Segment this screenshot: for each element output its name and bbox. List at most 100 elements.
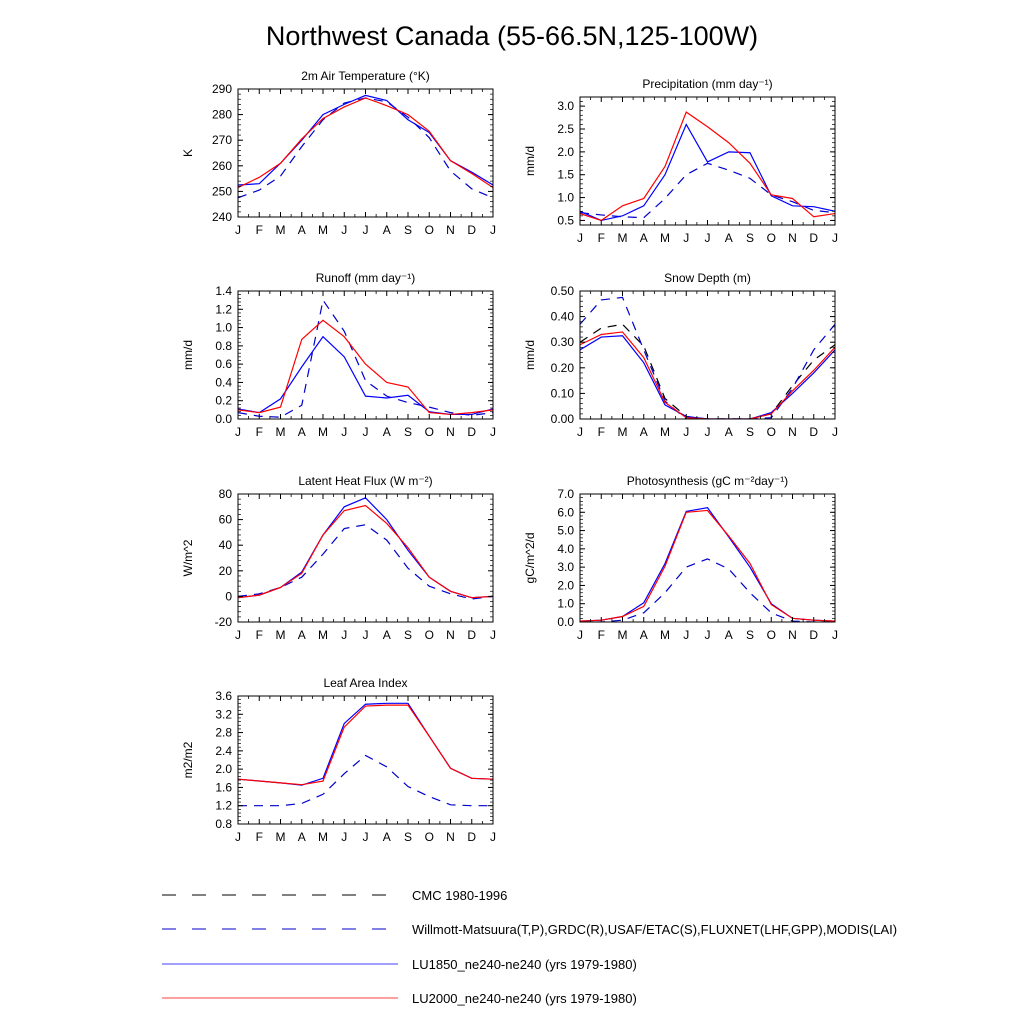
x-tick-label: J bbox=[341, 830, 347, 844]
x-tick-label: M bbox=[276, 223, 286, 237]
y-tick-label: 3.0 bbox=[557, 99, 574, 113]
chart-panel-1: 2m Air Temperature (°K)J F M A M J J A S O N D J2402… bbox=[181, 69, 496, 237]
legend-label-4: LU2000_ne240-ne240 (yrs 1979-1980) bbox=[412, 991, 637, 1006]
x-tick-label: O bbox=[767, 628, 776, 642]
series-line-lu1850 bbox=[238, 335, 493, 416]
panel-title: Snow Depth (m) bbox=[664, 271, 751, 285]
x-tick-label: J bbox=[363, 628, 369, 642]
y-axis-label: K bbox=[181, 149, 195, 157]
series-line-obs_blue bbox=[238, 298, 493, 418]
y-tick-label: 0.5 bbox=[557, 213, 574, 227]
x-tick-label: M bbox=[660, 628, 670, 642]
x-tick-label: N bbox=[446, 223, 455, 237]
series-line-lu2000 bbox=[580, 509, 835, 622]
y-tick-label: 20 bbox=[219, 564, 233, 578]
x-tick-label: A bbox=[383, 830, 391, 844]
x-tick-label: J bbox=[683, 425, 689, 439]
x-tick-label: J bbox=[832, 425, 838, 439]
x-tick-label: A bbox=[298, 830, 306, 844]
series-line-lu1850 bbox=[580, 335, 835, 419]
panel-title: 2m Air Temperature (°K) bbox=[301, 69, 430, 83]
plot-frame bbox=[237, 290, 494, 420]
y-axis-label: m2/m2 bbox=[181, 741, 195, 778]
x-tick-label: D bbox=[467, 223, 476, 237]
x-tick-label: N bbox=[788, 425, 797, 439]
x-tick-label: J bbox=[490, 830, 496, 844]
x-tick-label: J bbox=[235, 223, 241, 237]
x-tick-label: J bbox=[705, 425, 711, 439]
series-line-obs_blue bbox=[238, 97, 493, 199]
y-axis-label: W/m^2 bbox=[181, 539, 195, 576]
y-tick-label: 1.2 bbox=[215, 302, 232, 316]
x-tick-label: M bbox=[618, 628, 628, 642]
chart-panel-2: Precipitation (mm day⁻¹)J F M A M J J A S O N D J0.5… bbox=[523, 77, 838, 245]
panel-title: Leaf Area Index bbox=[323, 676, 407, 690]
y-tick-label: 40 bbox=[219, 538, 233, 552]
y-tick-label: 0.20 bbox=[551, 361, 575, 375]
x-tick-label: A bbox=[298, 425, 306, 439]
series-line-obs_blue bbox=[580, 558, 835, 622]
series-line-lu2000 bbox=[580, 331, 835, 419]
x-tick-label: M bbox=[660, 425, 670, 439]
x-tick-label: A bbox=[640, 231, 648, 245]
series-line-lu2000 bbox=[238, 319, 493, 416]
x-tick-label: D bbox=[467, 628, 476, 642]
x-tick-label: J bbox=[341, 425, 347, 439]
y-tick-label: 0.00 bbox=[551, 412, 575, 426]
x-tick-label: M bbox=[318, 830, 328, 844]
x-tick-label: F bbox=[598, 231, 605, 245]
figure-title: Northwest Canada (55-66.5N,125-100W) bbox=[266, 21, 758, 51]
x-tick-label: A bbox=[640, 628, 648, 642]
x-tick-label: S bbox=[404, 425, 412, 439]
x-tick-label: O bbox=[425, 425, 434, 439]
x-tick-label: J bbox=[341, 628, 347, 642]
x-tick-label: J bbox=[832, 231, 838, 245]
y-tick-label: 1.0 bbox=[215, 321, 232, 335]
x-tick-label: J bbox=[490, 223, 496, 237]
x-tick-label: D bbox=[809, 425, 818, 439]
x-tick-label: J bbox=[363, 425, 369, 439]
y-tick-label: 260 bbox=[212, 159, 232, 173]
y-tick-label: 0.8 bbox=[215, 817, 232, 831]
series-line-lu2000 bbox=[238, 504, 493, 599]
y-tick-label: 7.0 bbox=[557, 487, 574, 501]
y-tick-label: 0.50 bbox=[551, 284, 575, 298]
x-tick-label: M bbox=[318, 425, 328, 439]
x-tick-label: J bbox=[683, 628, 689, 642]
series-line-lu1850 bbox=[580, 507, 835, 622]
y-tick-label: 270 bbox=[212, 133, 232, 147]
x-tick-label: F bbox=[256, 223, 263, 237]
plot-frame bbox=[237, 493, 494, 623]
panel-title: Runoff (mm day⁻¹) bbox=[316, 271, 415, 285]
panel-title: Photosynthesis (gC m⁻²day⁻¹) bbox=[627, 474, 788, 488]
x-tick-label: O bbox=[767, 231, 776, 245]
x-tick-label: D bbox=[467, 425, 476, 439]
y-tick-label: 2.0 bbox=[557, 578, 574, 592]
x-tick-label: O bbox=[425, 223, 434, 237]
y-tick-label: 4.0 bbox=[557, 542, 574, 556]
x-tick-label: J bbox=[705, 231, 711, 245]
x-tick-label: J bbox=[683, 231, 689, 245]
y-tick-label: 1.2 bbox=[215, 799, 232, 813]
x-tick-label: J bbox=[577, 425, 583, 439]
y-tick-label: 60 bbox=[219, 513, 233, 527]
x-tick-label: D bbox=[809, 231, 818, 245]
x-tick-label: A bbox=[725, 628, 733, 642]
y-tick-label: 1.5 bbox=[557, 168, 574, 182]
legend-label-1: CMC 1980-1996 bbox=[412, 888, 507, 903]
chart-panel-5: Latent Heat Flux (W m⁻²)J F M A M J J A S O N D J-20… bbox=[181, 474, 496, 642]
x-tick-label: M bbox=[618, 231, 628, 245]
y-tick-label: 0.0 bbox=[215, 412, 232, 426]
y-axis-label: mm/d bbox=[523, 340, 537, 370]
x-tick-label: J bbox=[832, 628, 838, 642]
x-tick-label: F bbox=[256, 628, 263, 642]
y-tick-label: 1.6 bbox=[215, 780, 232, 794]
x-tick-label: A bbox=[383, 628, 391, 642]
y-tick-label: 290 bbox=[212, 82, 232, 96]
chart-panel-3: Runoff (mm day⁻¹)J F M A M J J A S O N D J0.00.20.40… bbox=[181, 271, 496, 439]
series-line-obs_blue bbox=[238, 754, 493, 807]
y-tick-label: 2.0 bbox=[215, 762, 232, 776]
y-tick-label: 0.40 bbox=[551, 310, 575, 324]
